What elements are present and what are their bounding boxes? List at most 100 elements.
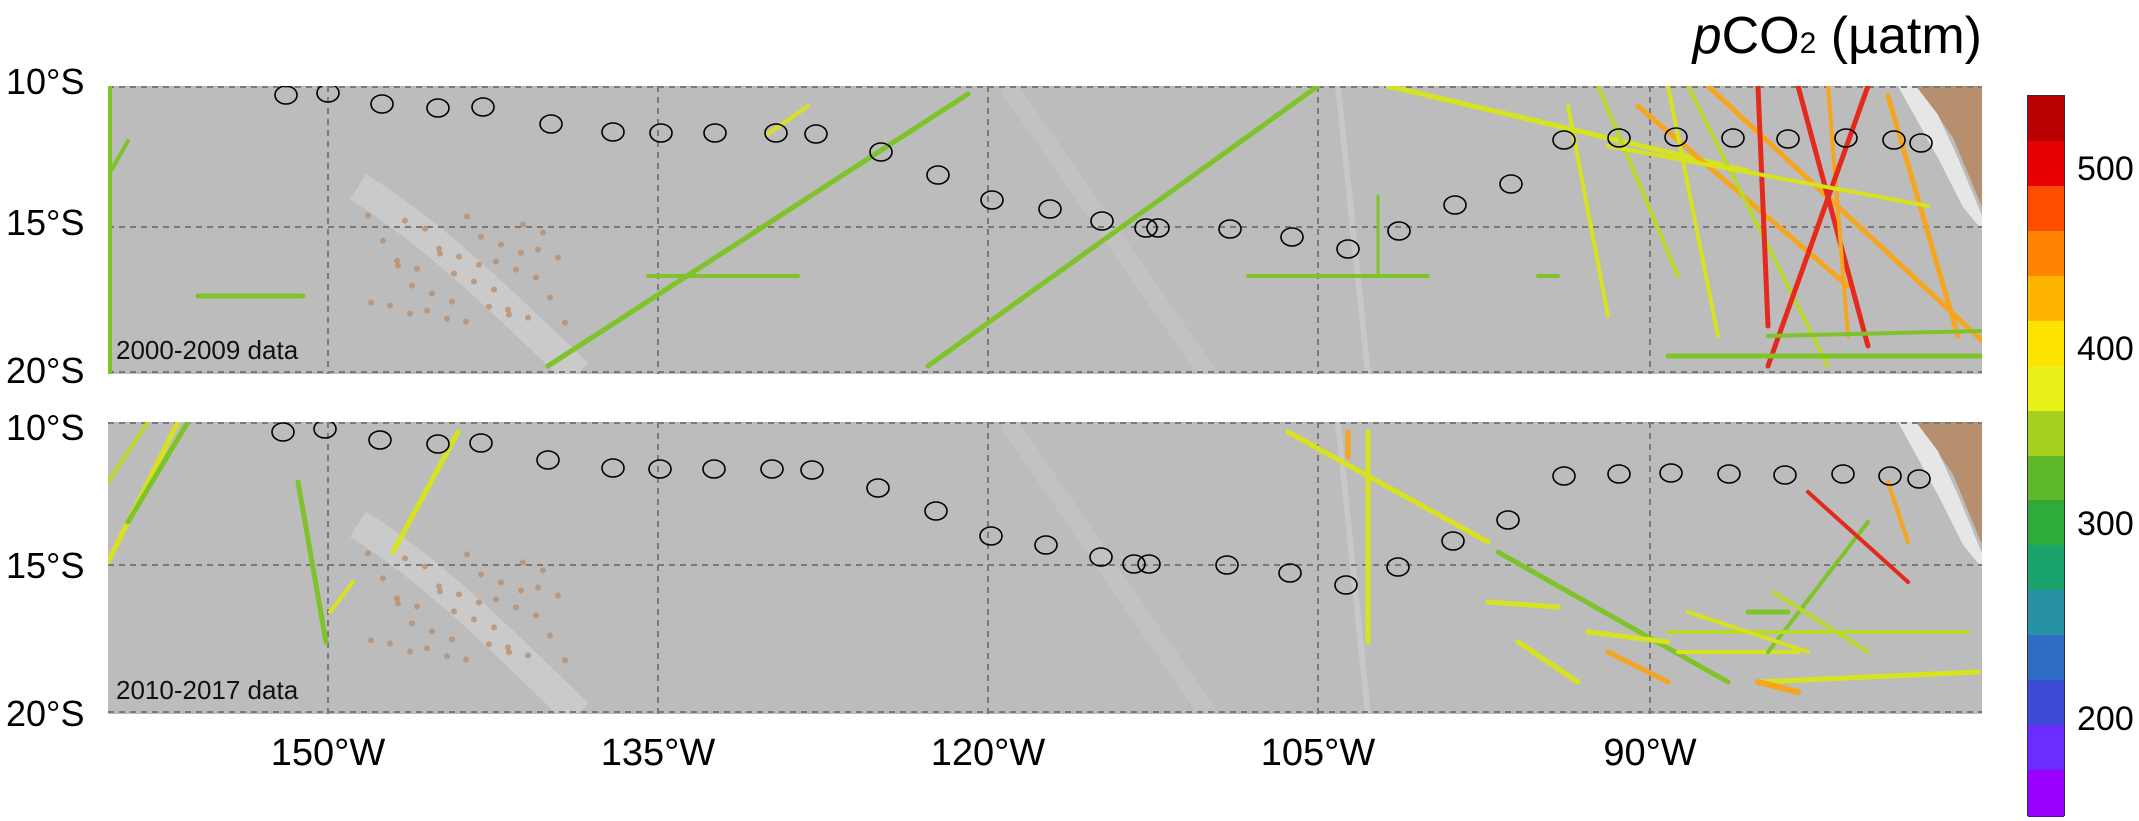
- float-location-marker: [1215, 555, 1239, 575]
- colorbar-segment: [2028, 320, 2064, 368]
- float-location-marker: [1607, 128, 1631, 148]
- colorbar-segment: [2028, 635, 2064, 682]
- panel-label-bottom: 2010-2017 data: [116, 675, 299, 705]
- float-location-marker: [370, 94, 394, 114]
- ship-track: [328, 580, 355, 614]
- island: [493, 596, 499, 603]
- colorbar-segment: [2028, 140, 2064, 188]
- island: [491, 624, 497, 631]
- float-location-marker: [271, 422, 295, 442]
- island: [449, 636, 455, 643]
- map-canvas-top: [108, 86, 1982, 374]
- ship-track: [1885, 93, 1961, 339]
- lat-label-10s-top: 10°S: [6, 61, 85, 102]
- island: [368, 637, 374, 644]
- island: [414, 603, 420, 610]
- panel-label-top: 2000-2009 data: [116, 335, 299, 365]
- ship-track: [766, 104, 810, 136]
- float-location-marker: [274, 86, 298, 105]
- float-location-marker: [1441, 531, 1465, 551]
- island: [520, 559, 526, 566]
- lat-label-20s-bottom: 20°S: [6, 693, 85, 734]
- island: [486, 303, 492, 310]
- colorbar-segment: [2028, 185, 2064, 233]
- colorbar-segment: [2028, 500, 2064, 547]
- float-location-marker: [471, 97, 495, 117]
- lat-label-20s-top: 20°S: [6, 350, 85, 391]
- lon-label-120w: 120°W: [930, 732, 1046, 774]
- ship-track: [1606, 144, 1930, 208]
- island: [535, 584, 541, 591]
- colorbar-segment: [2028, 680, 2064, 727]
- island: [547, 294, 553, 301]
- float-location-marker: [426, 434, 450, 454]
- float-location-marker: [1552, 130, 1576, 150]
- float-location-marker: [1659, 463, 1683, 483]
- ship-track: [1771, 590, 1870, 654]
- float-location-marker: [1038, 199, 1062, 219]
- colorbar-segment: [2028, 365, 2064, 413]
- float-location-marker: [924, 501, 948, 521]
- ridge-shading: [350, 511, 589, 714]
- island: [555, 592, 561, 599]
- island: [464, 213, 470, 220]
- float-location-marker: [1882, 130, 1906, 150]
- island: [395, 262, 401, 269]
- land-coast: [1908, 86, 1982, 207]
- island: [414, 265, 420, 272]
- coastal-shelf: [1898, 86, 1982, 230]
- ship-track: [1705, 86, 1982, 344]
- float-location-marker: [1443, 195, 1467, 215]
- ship-track: [125, 422, 191, 525]
- float-location-marker: [1607, 464, 1631, 484]
- island: [436, 245, 442, 252]
- ridge-shading: [350, 174, 589, 374]
- float-location-marker: [760, 459, 784, 479]
- ship-track: [108, 139, 130, 178]
- colorbar-segment: [2028, 770, 2064, 817]
- float-location-marker: [1776, 129, 1800, 149]
- island: [478, 233, 484, 240]
- island: [525, 314, 531, 321]
- float-location-marker: [313, 422, 337, 439]
- float-location-marker: [1907, 469, 1931, 489]
- float-location-marker: [1278, 563, 1302, 583]
- colorbar-segment: [2028, 590, 2064, 637]
- float-location-marker: [1831, 464, 1855, 484]
- colorbar: [2027, 95, 2065, 817]
- island: [456, 253, 462, 260]
- ship-track: [390, 429, 461, 555]
- colorbar-tick-300: 300: [2077, 505, 2134, 543]
- float-location-marker: [368, 430, 392, 450]
- ship-track: [1385, 86, 1751, 174]
- float-location-marker: [866, 478, 890, 498]
- island: [478, 571, 484, 578]
- ship-track: [1285, 429, 1491, 545]
- ship-track: [1755, 679, 1801, 695]
- island: [562, 319, 568, 326]
- island: [493, 258, 499, 265]
- ship-track: [1806, 490, 1910, 584]
- colorbar-segment: [2028, 230, 2064, 278]
- island: [422, 563, 428, 570]
- float-location-marker: [1499, 174, 1523, 194]
- island: [562, 657, 568, 664]
- float-location-marker: [601, 458, 625, 478]
- float-location-marker: [316, 86, 340, 103]
- island: [463, 656, 469, 663]
- coastal-shelf: [1898, 422, 1982, 568]
- island: [380, 575, 386, 582]
- colorbar-title: pCO2 (µatm): [1692, 7, 1982, 65]
- island: [463, 318, 469, 325]
- float-location-marker: [1717, 464, 1741, 484]
- island: [506, 311, 512, 318]
- ship-track: [1605, 649, 1671, 685]
- colorbar-tick-200: 200: [2077, 700, 2134, 738]
- island: [498, 241, 504, 248]
- island: [520, 221, 526, 228]
- ship-track: [1686, 86, 1830, 368]
- ship-track: [1515, 639, 1581, 685]
- ship-track: [1755, 86, 1771, 329]
- lon-label-135w: 135°W: [600, 732, 716, 774]
- lon-label-90w: 90°W: [1603, 732, 1697, 774]
